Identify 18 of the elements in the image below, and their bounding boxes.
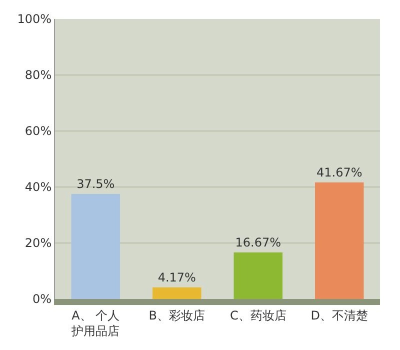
y-tick-label: 40% [24,180,52,194]
y-tick-label: 60% [24,124,52,138]
bar [71,194,120,299]
bar [315,182,364,299]
x-tick-label: B、彩妆店 [148,308,205,322]
data-label: 37.5% [76,177,115,191]
x-tick-label: A、 个人护用品店 [70,308,120,338]
data-label: 41.67% [316,165,362,180]
y-tick-label: 100% [17,12,52,26]
x-tick-label: D、不清楚 [310,308,368,322]
data-label: 16.67% [235,235,282,250]
data-label: 4.17% [158,270,196,284]
y-tick-label: 0% [32,292,52,306]
y-tick-label: 20% [24,236,52,250]
bar [234,252,282,299]
y-tick-label: 80% [24,68,52,82]
bar [152,287,202,299]
x-tick-label: C、药妆店 [230,308,286,322]
